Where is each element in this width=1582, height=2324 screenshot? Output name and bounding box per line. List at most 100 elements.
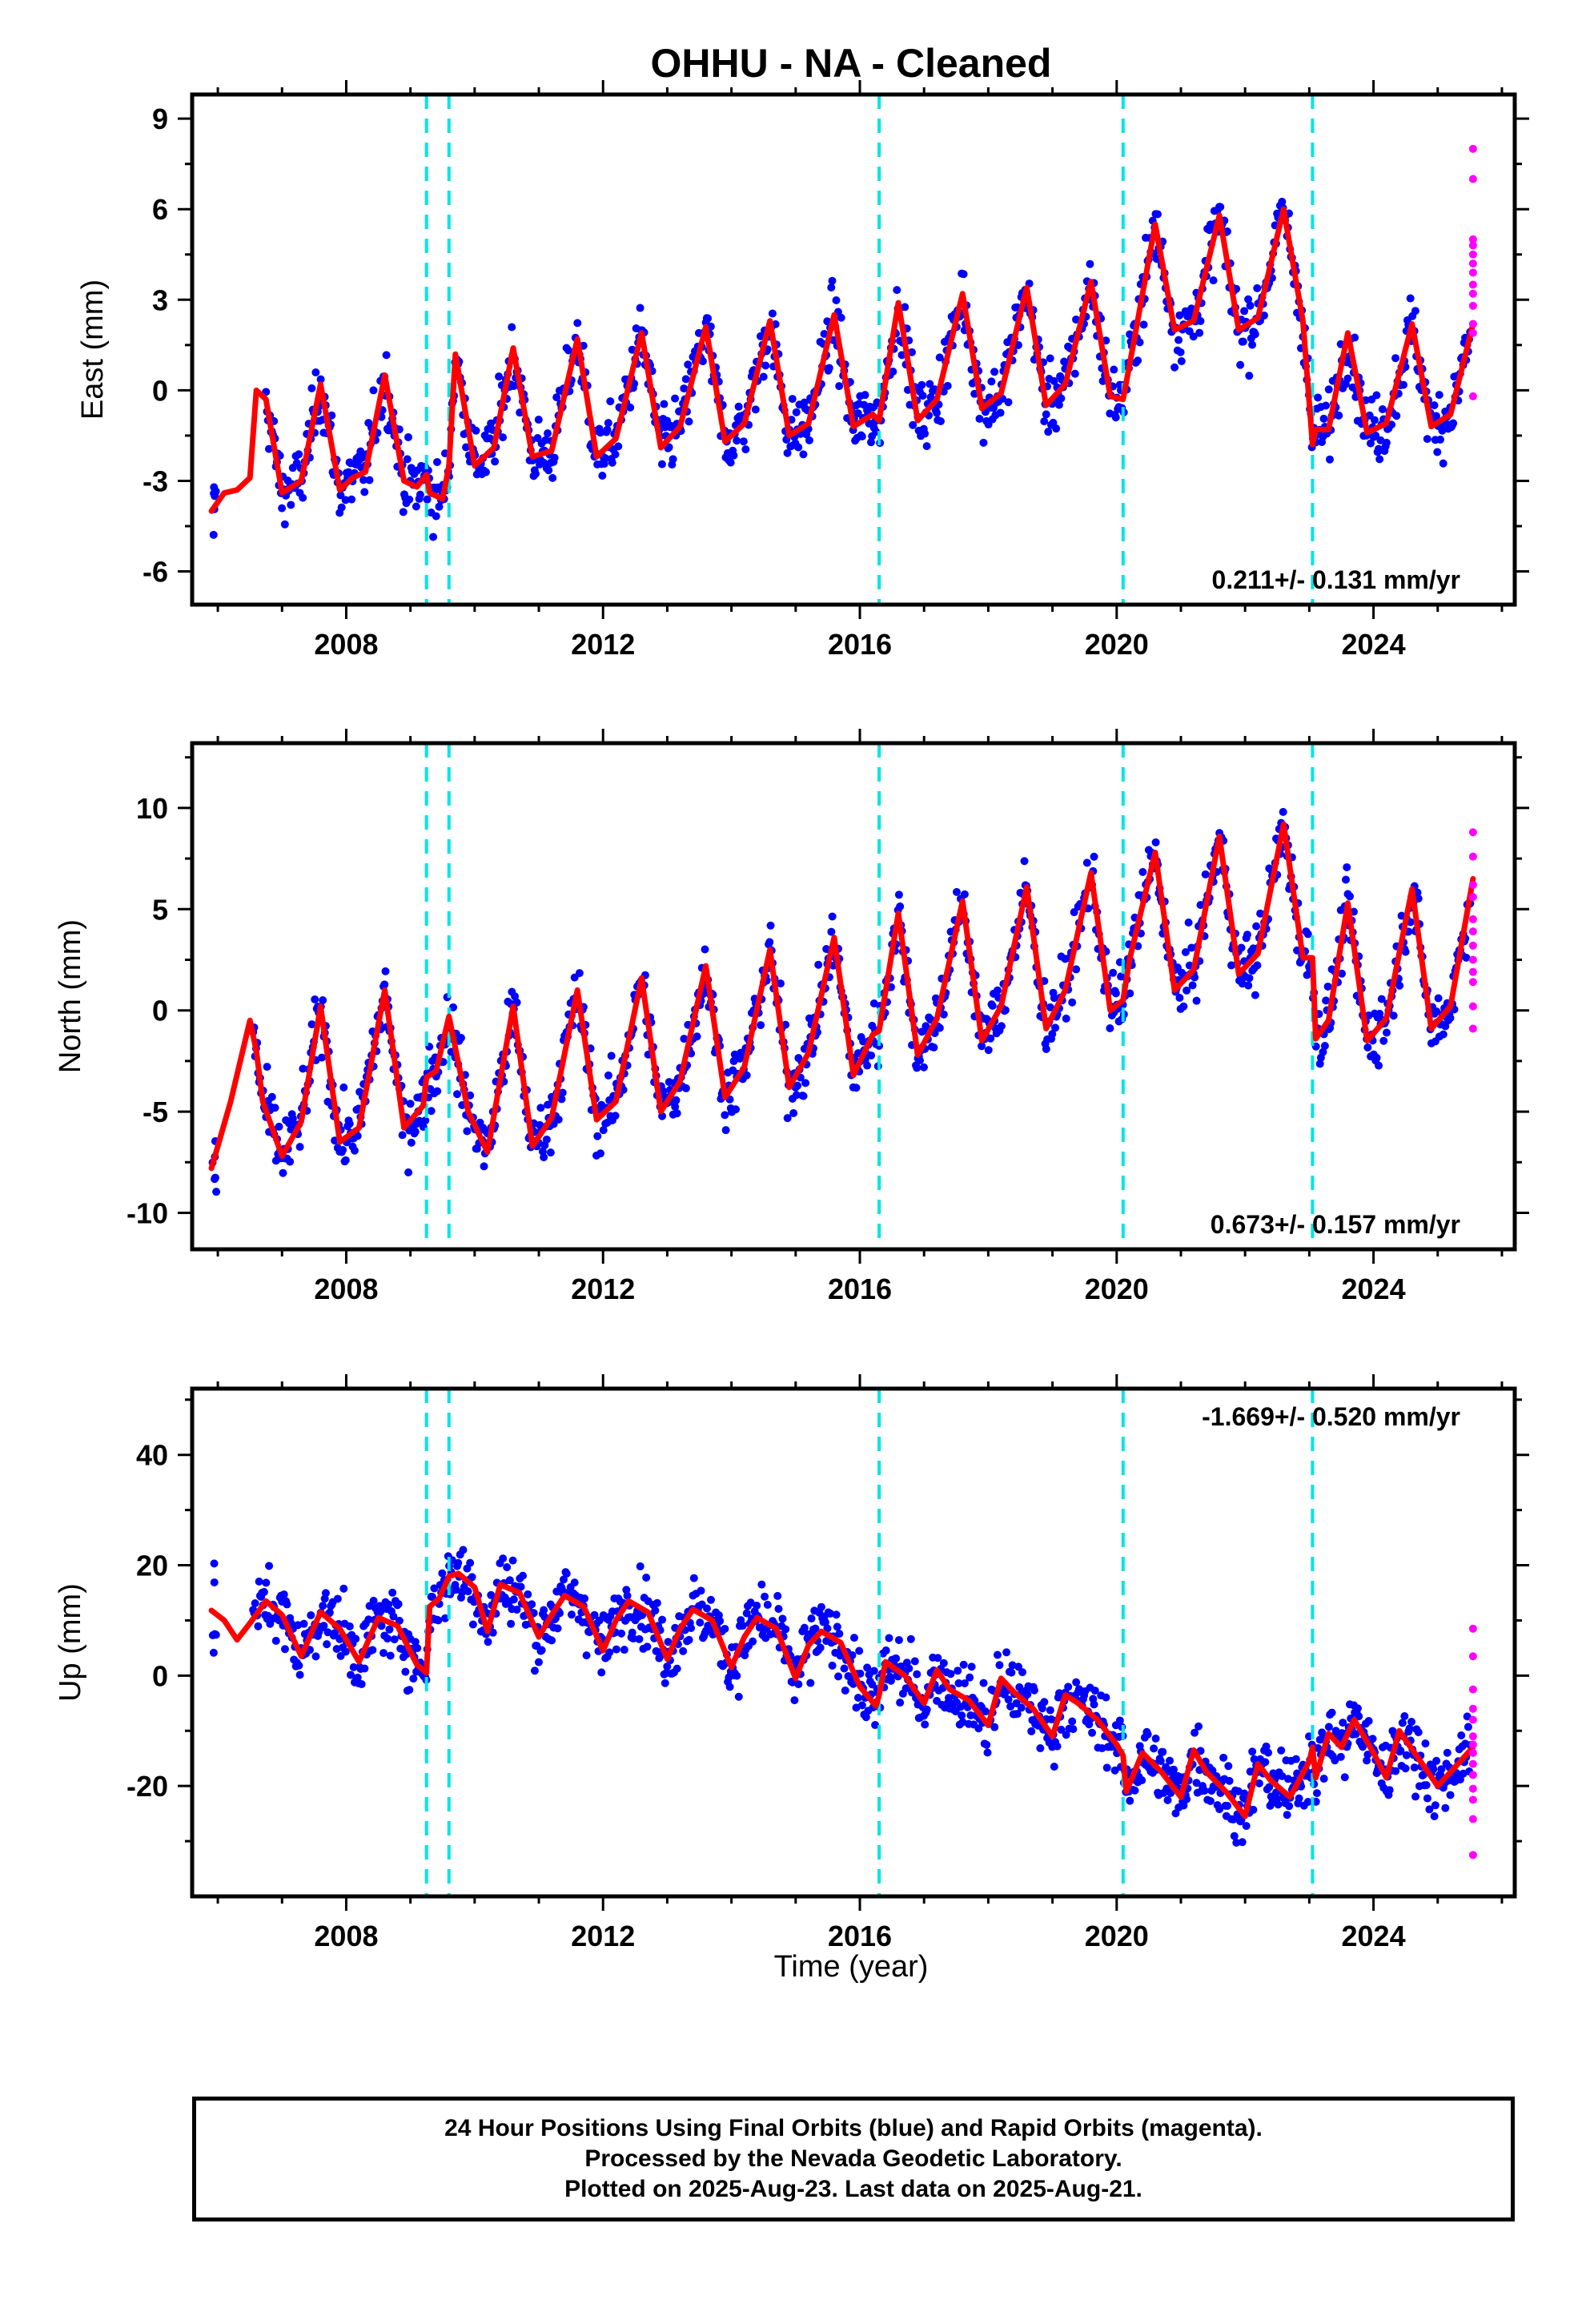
data-point (1102, 1693, 1110, 1702)
data-point (628, 1628, 636, 1637)
data-point (369, 1596, 378, 1605)
data-point (1368, 1735, 1377, 1743)
data-point (1353, 1704, 1362, 1713)
data-point (454, 1558, 463, 1567)
data-point (287, 501, 295, 509)
x-tick-label: 2008 (314, 1920, 378, 1952)
data-point (978, 1042, 986, 1051)
data-point (1375, 455, 1384, 464)
x-tick-label: 2016 (828, 628, 892, 661)
data-point (1396, 1746, 1405, 1755)
data-point (1265, 1783, 1274, 1791)
data-point (926, 393, 935, 402)
data-point (857, 432, 866, 440)
data-point (1264, 1748, 1273, 1757)
data-point (1407, 1717, 1416, 1726)
data-point (939, 1659, 948, 1667)
data-point (271, 1104, 279, 1112)
data-point (926, 380, 934, 388)
data-point (1441, 1022, 1450, 1031)
data-point (672, 1096, 681, 1104)
data-point (702, 1604, 711, 1613)
data-point (1057, 1725, 1066, 1734)
data-point (596, 1149, 604, 1158)
data-point (894, 891, 903, 899)
data-point (1069, 1725, 1078, 1734)
data-point (693, 1032, 701, 1041)
data-point (814, 960, 823, 969)
data-point (1252, 922, 1261, 931)
data-point (1312, 1789, 1321, 1798)
rapid-point (1468, 289, 1477, 298)
data-point (623, 1591, 632, 1600)
rapid-point (1468, 328, 1477, 337)
data-point (975, 414, 984, 423)
data-point (987, 377, 996, 386)
data-point (765, 938, 774, 947)
data-point (922, 442, 931, 451)
data-point (757, 1021, 765, 1030)
data-point (593, 1132, 602, 1140)
data-point (495, 372, 504, 381)
data-point (1086, 259, 1094, 268)
data-point (1439, 459, 1447, 468)
data-point (1336, 1752, 1345, 1761)
data-point (1187, 943, 1196, 952)
data-point (1230, 1831, 1239, 1840)
data-point (1303, 1798, 1312, 1807)
data-point (590, 1610, 599, 1619)
data-point (608, 458, 616, 467)
data-point (509, 382, 518, 391)
data-point (264, 444, 273, 453)
data-point (885, 1634, 893, 1642)
data-point (1044, 428, 1053, 436)
data-point (570, 1578, 579, 1587)
data-point (816, 1643, 825, 1652)
data-point (390, 1635, 399, 1644)
data-point (966, 1673, 974, 1682)
data-point (279, 1168, 287, 1177)
data-point (1372, 1053, 1381, 1062)
data-point (398, 1131, 407, 1140)
data-point (1064, 1683, 1073, 1691)
data-point (464, 1587, 472, 1596)
data-point (1014, 340, 1022, 349)
data-point (307, 1610, 315, 1619)
data-point (537, 1646, 546, 1655)
data-point (377, 1622, 386, 1630)
y-axis-label: Up (mm) (54, 1583, 87, 1702)
rapid-point (1468, 915, 1477, 923)
data-point (462, 443, 471, 452)
data-point (255, 1577, 263, 1586)
rapid-point (1468, 1002, 1477, 1011)
data-point (421, 1116, 430, 1125)
data-point (251, 1598, 259, 1607)
data-point (1151, 838, 1160, 846)
data-point (319, 1602, 327, 1610)
data-point (1324, 1723, 1333, 1731)
data-point (1370, 416, 1379, 424)
data-point (1236, 360, 1245, 369)
data-point (696, 1618, 705, 1627)
data-point (921, 1720, 930, 1729)
data-point (1457, 1731, 1466, 1739)
data-point (1215, 1805, 1224, 1814)
data-point (1464, 1723, 1472, 1731)
panel-east: 2008 2012 2016 2020 2024 -6 -3 0 3 6 9 East (mm) 0.2… (76, 80, 1529, 661)
data-point (664, 1638, 673, 1647)
data-point (430, 1584, 439, 1593)
data-point (359, 476, 368, 485)
data-point (1244, 981, 1253, 990)
data-point (275, 1122, 283, 1131)
data-point (1434, 994, 1443, 1003)
data-point (1165, 1756, 1174, 1765)
rapid-point (1468, 1851, 1477, 1860)
data-point (294, 1621, 303, 1630)
data-point (604, 1071, 612, 1080)
data-point (1110, 365, 1118, 374)
data-point (341, 1647, 350, 1656)
data-point (505, 1576, 514, 1585)
data-point (1013, 1710, 1022, 1719)
data-point (856, 1669, 865, 1678)
data-point (1143, 1730, 1152, 1739)
